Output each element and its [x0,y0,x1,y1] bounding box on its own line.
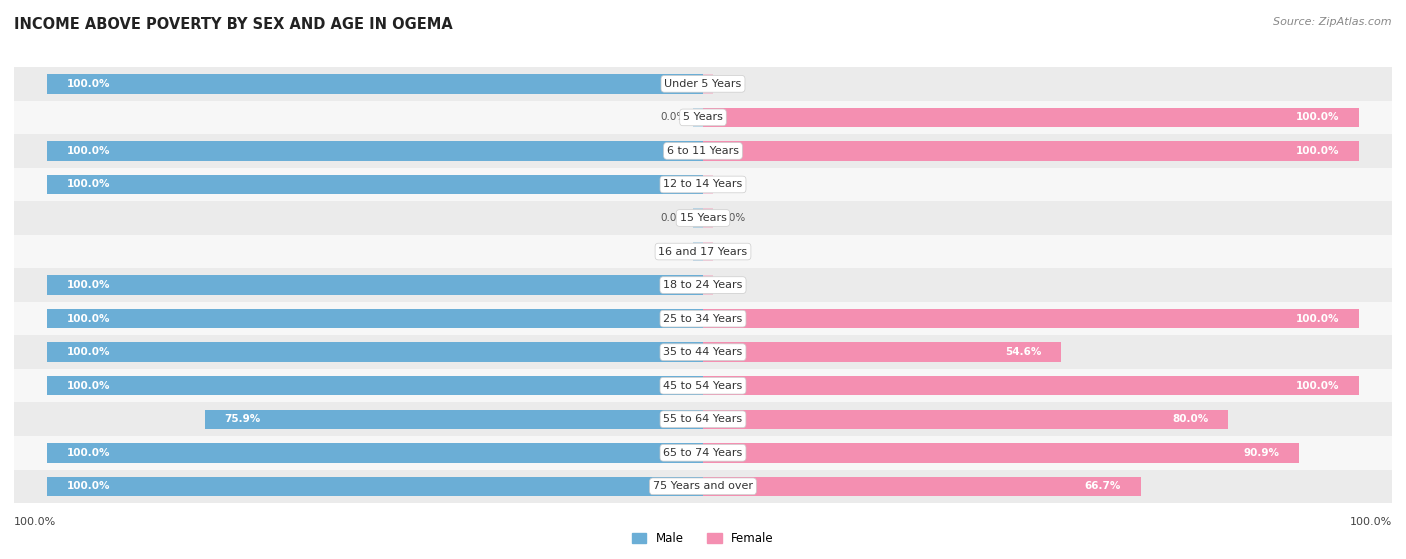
Text: 66.7%: 66.7% [1084,481,1121,491]
Bar [703,209,713,228]
Text: Source: ZipAtlas.com: Source: ZipAtlas.com [1274,17,1392,27]
Text: 0.0%: 0.0% [720,213,745,223]
Text: 5 Years: 5 Years [683,112,723,122]
Bar [14,369,1392,402]
Bar [703,443,1299,462]
Text: 80.0%: 80.0% [1173,414,1208,424]
Bar [14,201,1392,235]
Bar [14,402,1392,436]
Text: 18 to 24 Years: 18 to 24 Years [664,280,742,290]
Bar [703,376,1360,395]
Bar [703,175,713,194]
Text: 100.0%: 100.0% [66,347,110,357]
Bar [703,276,713,295]
Bar [703,108,1360,127]
Text: 100.0%: 100.0% [66,280,110,290]
Bar [46,376,703,395]
Bar [14,134,1392,168]
Bar [14,67,1392,101]
Legend: Male, Female: Male, Female [627,527,779,549]
Bar [703,242,713,261]
Bar [703,309,1360,328]
Bar [46,343,703,362]
Bar [703,477,1140,496]
Text: 0.0%: 0.0% [720,179,745,190]
Text: 100.0%: 100.0% [1350,517,1392,527]
Bar [46,477,703,496]
Bar [14,168,1392,201]
Bar [14,268,1392,302]
Text: 100.0%: 100.0% [66,79,110,89]
Bar [46,276,703,295]
Bar [46,309,703,328]
Text: 45 to 54 Years: 45 to 54 Years [664,381,742,391]
Text: 15 Years: 15 Years [679,213,727,223]
Bar [46,175,703,194]
Text: 100.0%: 100.0% [66,381,110,391]
Bar [14,235,1392,268]
Text: 100.0%: 100.0% [1296,146,1340,156]
Bar [703,141,1360,160]
Text: 0.0%: 0.0% [661,247,686,257]
Text: 100.0%: 100.0% [1296,381,1340,391]
Text: 75 Years and over: 75 Years and over [652,481,754,491]
Text: 100.0%: 100.0% [14,517,56,527]
Text: 0.0%: 0.0% [720,280,745,290]
Text: 100.0%: 100.0% [66,314,110,324]
Text: 0.0%: 0.0% [661,213,686,223]
Text: 0.0%: 0.0% [720,247,745,257]
Text: 100.0%: 100.0% [66,179,110,190]
Bar [703,343,1062,362]
Text: 6 to 11 Years: 6 to 11 Years [666,146,740,156]
Bar [46,443,703,462]
Text: 100.0%: 100.0% [66,481,110,491]
Bar [46,141,703,160]
Bar [693,209,703,228]
Text: 100.0%: 100.0% [1296,314,1340,324]
Bar [14,436,1392,470]
Text: 35 to 44 Years: 35 to 44 Years [664,347,742,357]
Bar [46,74,703,93]
Text: 16 and 17 Years: 16 and 17 Years [658,247,748,257]
Bar [693,108,703,127]
Text: 0.0%: 0.0% [720,79,745,89]
Bar [703,74,713,93]
Text: INCOME ABOVE POVERTY BY SEX AND AGE IN OGEMA: INCOME ABOVE POVERTY BY SEX AND AGE IN O… [14,17,453,32]
Bar [14,302,1392,335]
Text: 100.0%: 100.0% [66,146,110,156]
Text: Under 5 Years: Under 5 Years [665,79,741,89]
Text: 54.6%: 54.6% [1005,347,1042,357]
Bar [703,410,1227,429]
Bar [14,335,1392,369]
Text: 0.0%: 0.0% [661,112,686,122]
Text: 100.0%: 100.0% [66,448,110,458]
Text: 65 to 74 Years: 65 to 74 Years [664,448,742,458]
Text: 90.9%: 90.9% [1244,448,1279,458]
Bar [14,470,1392,503]
Text: 75.9%: 75.9% [225,414,262,424]
Bar [693,242,703,261]
Text: 12 to 14 Years: 12 to 14 Years [664,179,742,190]
Bar [205,410,703,429]
Text: 55 to 64 Years: 55 to 64 Years [664,414,742,424]
Text: 100.0%: 100.0% [1296,112,1340,122]
Bar [14,101,1392,134]
Text: 25 to 34 Years: 25 to 34 Years [664,314,742,324]
